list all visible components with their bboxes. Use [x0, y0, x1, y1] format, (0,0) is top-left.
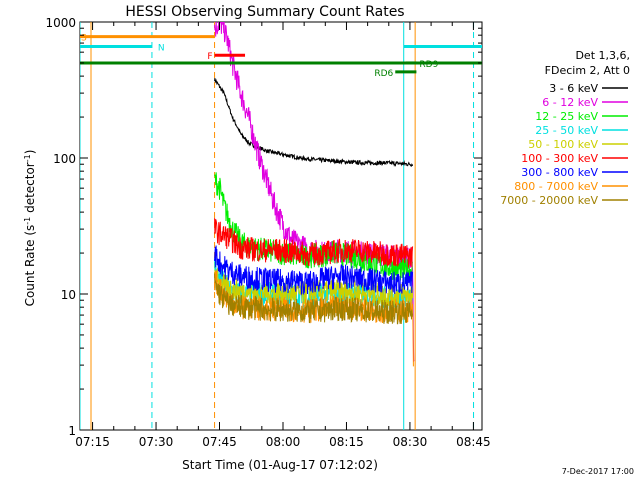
flag-label-3: F — [207, 52, 212, 62]
legend-label-8: 7000 - 20000 keV — [500, 194, 598, 207]
y-axis-label-sup2: -1 — [23, 154, 32, 162]
legend-label-5: 100 - 300 keV — [521, 152, 598, 165]
x-tick-label-1: 07:30 — [139, 435, 174, 449]
flag-label-5: RD6 — [374, 69, 393, 79]
series-layer — [214, 22, 415, 367]
x-axis: 07:15 07:30 07:45 08:00 08:15 08:30 08:45 — [75, 22, 491, 449]
x-tick-label-5: 08:30 — [393, 435, 428, 449]
y-tick-label-1: 10 — [61, 288, 76, 302]
legend-label-3: 25 - 50 keV — [535, 124, 598, 137]
y-tick-label-0: 1 — [68, 424, 76, 438]
x-tick-label-6: 08:45 — [456, 435, 491, 449]
series-line-8 — [214, 273, 414, 325]
legend-label-6: 300 - 800 keV — [521, 166, 598, 179]
flag-label-1: N — [158, 44, 165, 54]
x-tick-label-4: 08:15 — [329, 435, 364, 449]
legend-label-4: 50 - 100 keV — [528, 138, 598, 151]
legend-label-7: 800 - 7000 keV — [514, 180, 598, 193]
footer-date: 7-Dec-2017 17:00 — [562, 467, 634, 476]
legend-label-2: 12 - 25 keV — [535, 110, 598, 123]
series-line-0 — [214, 77, 414, 168]
series-line-5 — [214, 218, 414, 268]
legend-header-0: Det 1,3,6, — [575, 49, 630, 62]
legend-label-1: 6 - 12 keV — [542, 96, 598, 109]
series-line-4 — [214, 267, 414, 307]
series-line-2 — [214, 172, 413, 283]
chart-title: HESSI Observing Summary Count Rates — [125, 4, 404, 20]
x-tick-label-3: 08:00 — [266, 435, 301, 449]
y-axis-label: Count Rate (s-1 detector-1) — [23, 150, 38, 307]
y-tick-label-3: 1000 — [45, 16, 76, 30]
y-axis-label-sup1: -1 — [23, 217, 32, 225]
y-tick-label-2: 100 — [53, 152, 76, 166]
x-axis-label: Start Time (01-Aug-17 07:12:02) — [182, 458, 378, 472]
x-tick-label-2: 07:45 — [202, 435, 237, 449]
y-axis: 1 10 100 1000 — [45, 16, 482, 438]
flag-label-6: RD9 — [419, 60, 438, 70]
series-line-6 — [214, 245, 414, 296]
legend-header-1: FDecim 2, Att 0 — [545, 64, 630, 77]
x-tick-label-0: 07:15 — [75, 435, 110, 449]
flag-label-0: S — [81, 34, 87, 44]
vertical-markers — [80, 22, 475, 430]
legend-label-0: 3 - 6 keV — [549, 82, 598, 95]
plot-frame — [79, 21, 483, 431]
flag-bars: S N F RD6 RD9 — [80, 34, 482, 79]
